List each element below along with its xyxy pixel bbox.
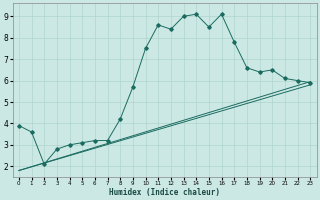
X-axis label: Humidex (Indice chaleur): Humidex (Indice chaleur)	[109, 188, 220, 197]
